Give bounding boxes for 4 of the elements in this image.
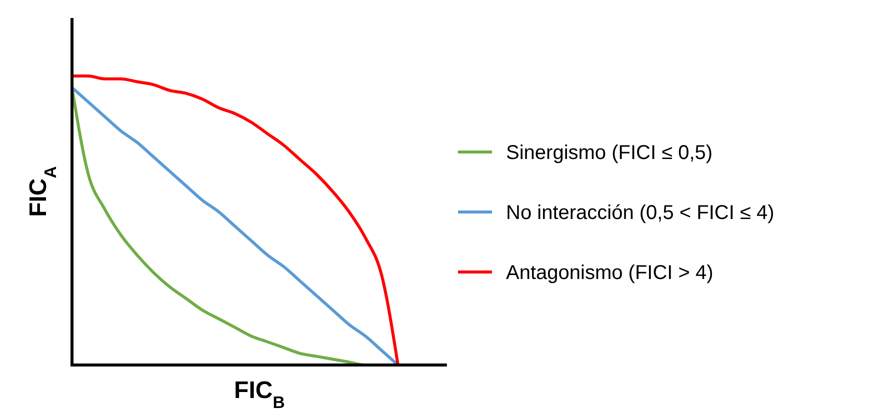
legend-label: Antagonismo (FICI > 4) bbox=[506, 262, 714, 284]
legend-label: Sinergismo (FICI ≤ 0,5) bbox=[506, 142, 713, 164]
x-axis-title: FIC$_{B}$ bbox=[234, 377, 285, 412]
legend-label: No interacción (0,5 < FICI ≤ 4) bbox=[506, 202, 774, 224]
